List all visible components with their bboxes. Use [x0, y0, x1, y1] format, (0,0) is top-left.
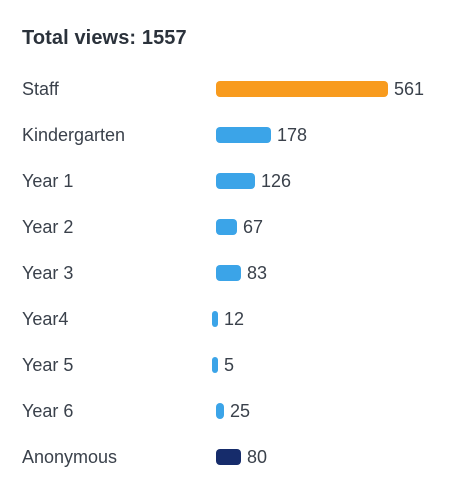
- category-label: Year 5: [22, 355, 74, 375]
- category-label: Year 1: [22, 171, 74, 191]
- value-label: 126: [261, 171, 292, 191]
- total-views-title: Total views: 1557: [22, 27, 187, 49]
- chart-row: Kindergarten 178: [0, 123, 450, 147]
- bar: [216, 81, 388, 97]
- value-label: 83: [247, 263, 268, 283]
- chart-row: Year 2 67: [0, 215, 450, 239]
- value-label: 67: [243, 217, 264, 237]
- category-label: Staff: [22, 79, 59, 99]
- bar: [212, 357, 218, 373]
- category-label: Year 3: [22, 263, 74, 283]
- bar: [216, 219, 237, 235]
- value-label: 25: [230, 401, 251, 421]
- chart-row: Year 3 83: [0, 261, 450, 285]
- bar: [216, 449, 241, 465]
- chart-row: Year 5 5: [0, 353, 450, 377]
- category-label: Year 6: [22, 401, 74, 421]
- value-label: 561: [394, 79, 425, 99]
- bar: [216, 173, 255, 189]
- category-label: Kindergarten: [22, 125, 126, 145]
- category-label: Year4: [22, 309, 69, 329]
- bar: [216, 127, 271, 143]
- chart-row: Year 1 126: [0, 169, 450, 193]
- bar: [216, 265, 241, 281]
- chart-row: Year4 12: [0, 307, 450, 331]
- bar: [216, 403, 224, 419]
- chart-row: Anonymous 80: [0, 445, 450, 469]
- chart-row: Staff 561: [0, 77, 450, 101]
- value-label: 5: [224, 355, 235, 375]
- category-label: Anonymous: [22, 447, 118, 467]
- chart-row: Year 6 25: [0, 399, 450, 423]
- category-label: Year 2: [22, 217, 74, 237]
- value-label: 12: [224, 309, 245, 329]
- value-label: 178: [277, 125, 308, 145]
- bar: [212, 311, 218, 327]
- value-label: 80: [247, 447, 268, 467]
